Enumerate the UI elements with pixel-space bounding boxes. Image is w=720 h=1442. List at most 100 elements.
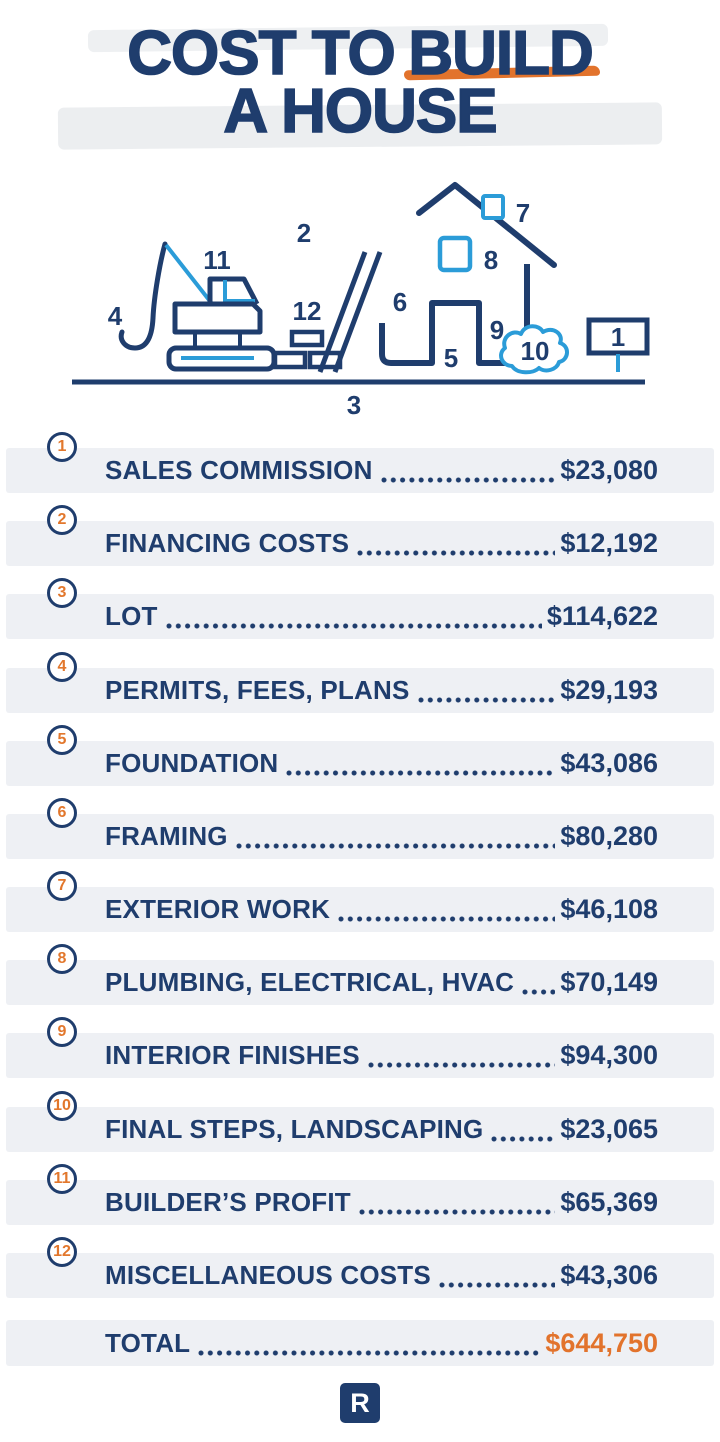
crane-cabin-icon (207, 276, 260, 306)
cost-item-5: 5 FOUNDATION $43,086 (0, 725, 720, 798)
item-number-badge: 7 (47, 871, 77, 901)
item-number-badge: 11 (47, 1164, 77, 1194)
item-number-badge: 12 (47, 1237, 77, 1267)
cost-item-8: 8 PLUMBING, ELECTRICAL, HVAC $70,149 (0, 944, 720, 1017)
label-permits: 4 (108, 301, 123, 331)
ramsey-logo-icon: R (340, 1383, 380, 1423)
cost-item-2: 2 FINANCING COSTS $12,192 (0, 505, 720, 578)
cost-item-3: 3 LOT $114,622 (0, 578, 720, 651)
label-plumbing: 8 (484, 245, 498, 275)
label-lot: 3 (347, 390, 361, 420)
cost-item-4: 4 PERMITS, FEES, PLANS $29,193 (0, 652, 720, 725)
window-icon (437, 235, 473, 273)
item-value: $46,108 (560, 894, 658, 924)
page-title-line1: COST TO BUILD (0, 19, 720, 88)
total-label: TOTAL (105, 1327, 191, 1358)
construction-illustration: 1 2 3 4 5 6 7 8 9 10 11 12 (72, 182, 650, 420)
cost-item-12: 12 MISCELLANEOUS COSTS $43,306 (0, 1237, 720, 1310)
wall-door-icon (379, 300, 510, 366)
item-stripe: FINANCING COSTS $12,192 (6, 521, 714, 566)
item-number-badge: 8 (47, 944, 77, 974)
item-value: $12,192 (560, 528, 658, 558)
leader-dots (491, 1136, 556, 1142)
leader-dots (358, 1209, 556, 1215)
item-stripe: INTERIOR FINISHES $94,300 (6, 1033, 714, 1078)
leader-dots (338, 916, 556, 922)
item-number-badge: 6 (47, 798, 77, 828)
item-stripe: FRAMING $80,280 (6, 814, 714, 859)
item-label: FRAMING (105, 821, 228, 851)
item-stripe: EXTERIOR WORK $46,108 (6, 887, 714, 932)
label-interior: 9 (490, 315, 504, 345)
item-label: MISCELLANEOUS COSTS (105, 1260, 431, 1290)
crane-boom-icon (164, 243, 215, 307)
cost-item-1: 1 SALES COMMISSION $23,080 (0, 432, 720, 505)
item-value: $70,149 (560, 967, 658, 997)
leader-dots (380, 477, 556, 483)
item-value: $43,086 (560, 748, 658, 778)
item-number-badge: 2 (47, 505, 77, 535)
item-label: EXTERIOR WORK (105, 894, 331, 924)
item-stripe: LOT $114,622 (6, 594, 714, 639)
label-builder: 11 (203, 245, 231, 275)
cost-item-9: 9 INTERIOR FINISHES $94,300 (0, 1017, 720, 1090)
label-landscaping: 10 (521, 336, 550, 366)
title-highlight: BUILD (408, 19, 595, 88)
item-label: PERMITS, FEES, PLANS (105, 675, 410, 705)
item-label: PLUMBING, ELECTRICAL, HVAC (105, 967, 515, 997)
item-value: $43,306 (560, 1260, 658, 1290)
cost-item-10: 10 FINAL STEPS, LANDSCAPING $23,065 (0, 1091, 720, 1164)
item-number-badge: 4 (47, 652, 77, 682)
item-number-badge: 1 (47, 432, 77, 462)
ladder-rail-left-icon (317, 251, 368, 373)
leader-dots (417, 697, 556, 703)
item-label: SALES COMMISSION (105, 455, 373, 485)
item-stripe: PERMITS, FEES, PLANS $29,193 (6, 668, 714, 713)
item-stripe: PLUMBING, ELECTRICAL, HVAC $70,149 (6, 960, 714, 1005)
item-label: FINANCING COSTS (105, 528, 350, 558)
item-value: $94,300 (560, 1040, 658, 1070)
item-label: BUILDER’S PROFIT (105, 1187, 351, 1217)
chimney-icon (481, 194, 505, 220)
item-label: INTERIOR FINISHES (105, 1040, 360, 1070)
page-title-line2: A HOUSE (223, 77, 499, 146)
bush-icon (499, 324, 569, 375)
item-label: FINAL STEPS, LANDSCAPING (105, 1114, 484, 1144)
item-value: $114,622 (546, 601, 658, 631)
crane-body-icon (172, 301, 263, 335)
item-label: FOUNDATION (105, 748, 279, 778)
item-value: $80,280 (560, 821, 658, 851)
item-value: $65,369 (560, 1187, 658, 1217)
item-stripe: MISCELLANEOUS COSTS $43,306 (6, 1253, 714, 1298)
leader-dots (357, 550, 556, 556)
item-value: $29,193 (560, 675, 658, 705)
label-misc: 12 (293, 296, 322, 326)
item-label: LOT (105, 601, 158, 631)
brick-top-icon (289, 329, 325, 348)
label-framing: 6 (393, 287, 407, 317)
total-value: $644,750 (545, 1327, 658, 1358)
item-number-badge: 10 (47, 1091, 77, 1121)
item-stripe: SALES COMMISSION $23,080 (6, 448, 714, 493)
leader-dots (165, 623, 542, 629)
cost-item-11: 11 BUILDER’S PROFIT $65,369 (0, 1164, 720, 1237)
leader-dots (198, 1350, 541, 1356)
yard-sign-icon (586, 317, 650, 356)
cost-item-7: 7 EXTERIOR WORK $46,108 (0, 871, 720, 944)
title-prefix: COST TO (126, 19, 396, 88)
cost-item-6: 6 FRAMING $80,280 (0, 798, 720, 871)
leader-dots (286, 770, 556, 776)
roof-icon (416, 182, 557, 268)
item-value: $23,080 (560, 455, 658, 485)
leader-dots (367, 1062, 556, 1068)
leader-dots (438, 1282, 556, 1288)
label-exterior: 7 (516, 198, 530, 228)
item-stripe: FINAL STEPS, LANDSCAPING $23,065 (6, 1107, 714, 1152)
total-stripe: TOTAL $644,750 (6, 1320, 714, 1366)
header: COST TO BUILD A HOUSE (0, 19, 720, 150)
item-number-badge: 3 (47, 578, 77, 608)
item-stripe: BUILDER’S PROFIT $65,369 (6, 1180, 714, 1225)
item-stripe: FOUNDATION $43,086 (6, 741, 714, 786)
label-sign: 1 (611, 322, 625, 352)
